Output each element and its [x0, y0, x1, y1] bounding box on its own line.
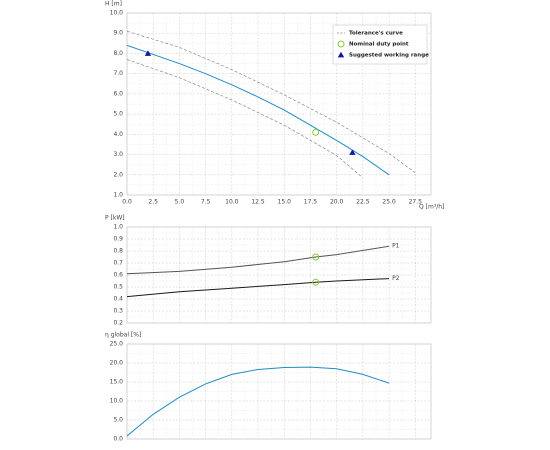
curve — [126, 30, 416, 174]
x-tick-label: 25.0 — [382, 199, 396, 206]
x-axis-label: Q [m³/h] — [419, 204, 444, 211]
y-tick-label: 0.5 — [113, 284, 123, 291]
legend-label: Tolerance's curve — [349, 31, 403, 37]
y-tick-label: 8.0 — [113, 50, 123, 57]
y-tick-label: 3.0 — [113, 151, 123, 158]
y-tick-label: 0.4 — [113, 296, 123, 303]
y-axis-label: H [m] — [105, 1, 122, 8]
x-tick-label: 2.5 — [148, 199, 158, 206]
legend-swatch — [337, 40, 345, 48]
y-tick-label: 0.3 — [113, 308, 123, 315]
y-tick-label: 10.0 — [110, 10, 124, 17]
curve — [126, 366, 390, 437]
y-tick-label: 1.0 — [113, 192, 123, 199]
x-tick-label: 10.0 — [225, 199, 239, 206]
y-tick-label: 10.0 — [110, 398, 124, 405]
legend-label: Suggested working range — [349, 53, 429, 59]
duty-point — [312, 278, 320, 286]
y-axis-label: η global [%] — [105, 332, 141, 339]
x-tick-label: 17.5 — [304, 199, 318, 206]
y-tick-label: 20.0 — [110, 360, 124, 367]
x-tick-label: 0.0 — [122, 199, 132, 206]
legend-box — [332, 24, 428, 65]
x-tick-label: 15.0 — [278, 199, 292, 206]
y-tick-label: 7.0 — [113, 70, 123, 77]
y-tick-label: 25.0 — [110, 341, 124, 348]
duty-point — [312, 253, 320, 261]
y-tick-label: 0.7 — [113, 260, 123, 267]
x-tick-label: 7.5 — [201, 199, 211, 206]
duty-point — [312, 128, 320, 136]
y-tick-label: 0.8 — [113, 248, 123, 255]
y-tick-label: 0.9 — [113, 236, 123, 243]
working-range-marker — [349, 149, 356, 155]
legend-swatch — [337, 51, 345, 58]
y-tick-label: 9.0 — [113, 30, 123, 37]
curve — [126, 245, 390, 275]
y-tick-label: 4.0 — [113, 131, 123, 138]
y-tick-label: 5.0 — [113, 111, 123, 118]
y-tick-label: 1.0 — [113, 224, 123, 231]
y-tick-label: 0.6 — [113, 272, 123, 279]
curve — [126, 44, 390, 176]
y-tick-label: 15.0 — [110, 379, 124, 386]
curve-label: P1 — [392, 243, 400, 250]
x-tick-label: 27.5 — [409, 199, 423, 206]
y-axis-label: P [kW] — [105, 215, 125, 222]
y-tick-label: 2.0 — [113, 171, 123, 178]
legend: Tolerance's curve Nominal duty point Sugge… — [332, 24, 429, 65]
curve — [126, 59, 364, 179]
legend-label: Nominal duty point — [349, 42, 409, 48]
y-tick-label: 0.0 — [113, 436, 123, 443]
curve — [126, 278, 390, 298]
y-tick-label: 6.0 — [113, 90, 123, 97]
x-tick-label: 22.5 — [356, 199, 370, 206]
working-range-marker — [144, 50, 152, 56]
curve-label: P2 — [392, 275, 400, 282]
x-tick-label: 20.0 — [330, 199, 344, 206]
y-tick-label: 5.0 — [113, 417, 123, 424]
x-tick-label: 12.5 — [251, 199, 265, 206]
y-tick-label: 0.2 — [113, 320, 123, 327]
x-tick-label: 5.0 — [175, 199, 185, 206]
